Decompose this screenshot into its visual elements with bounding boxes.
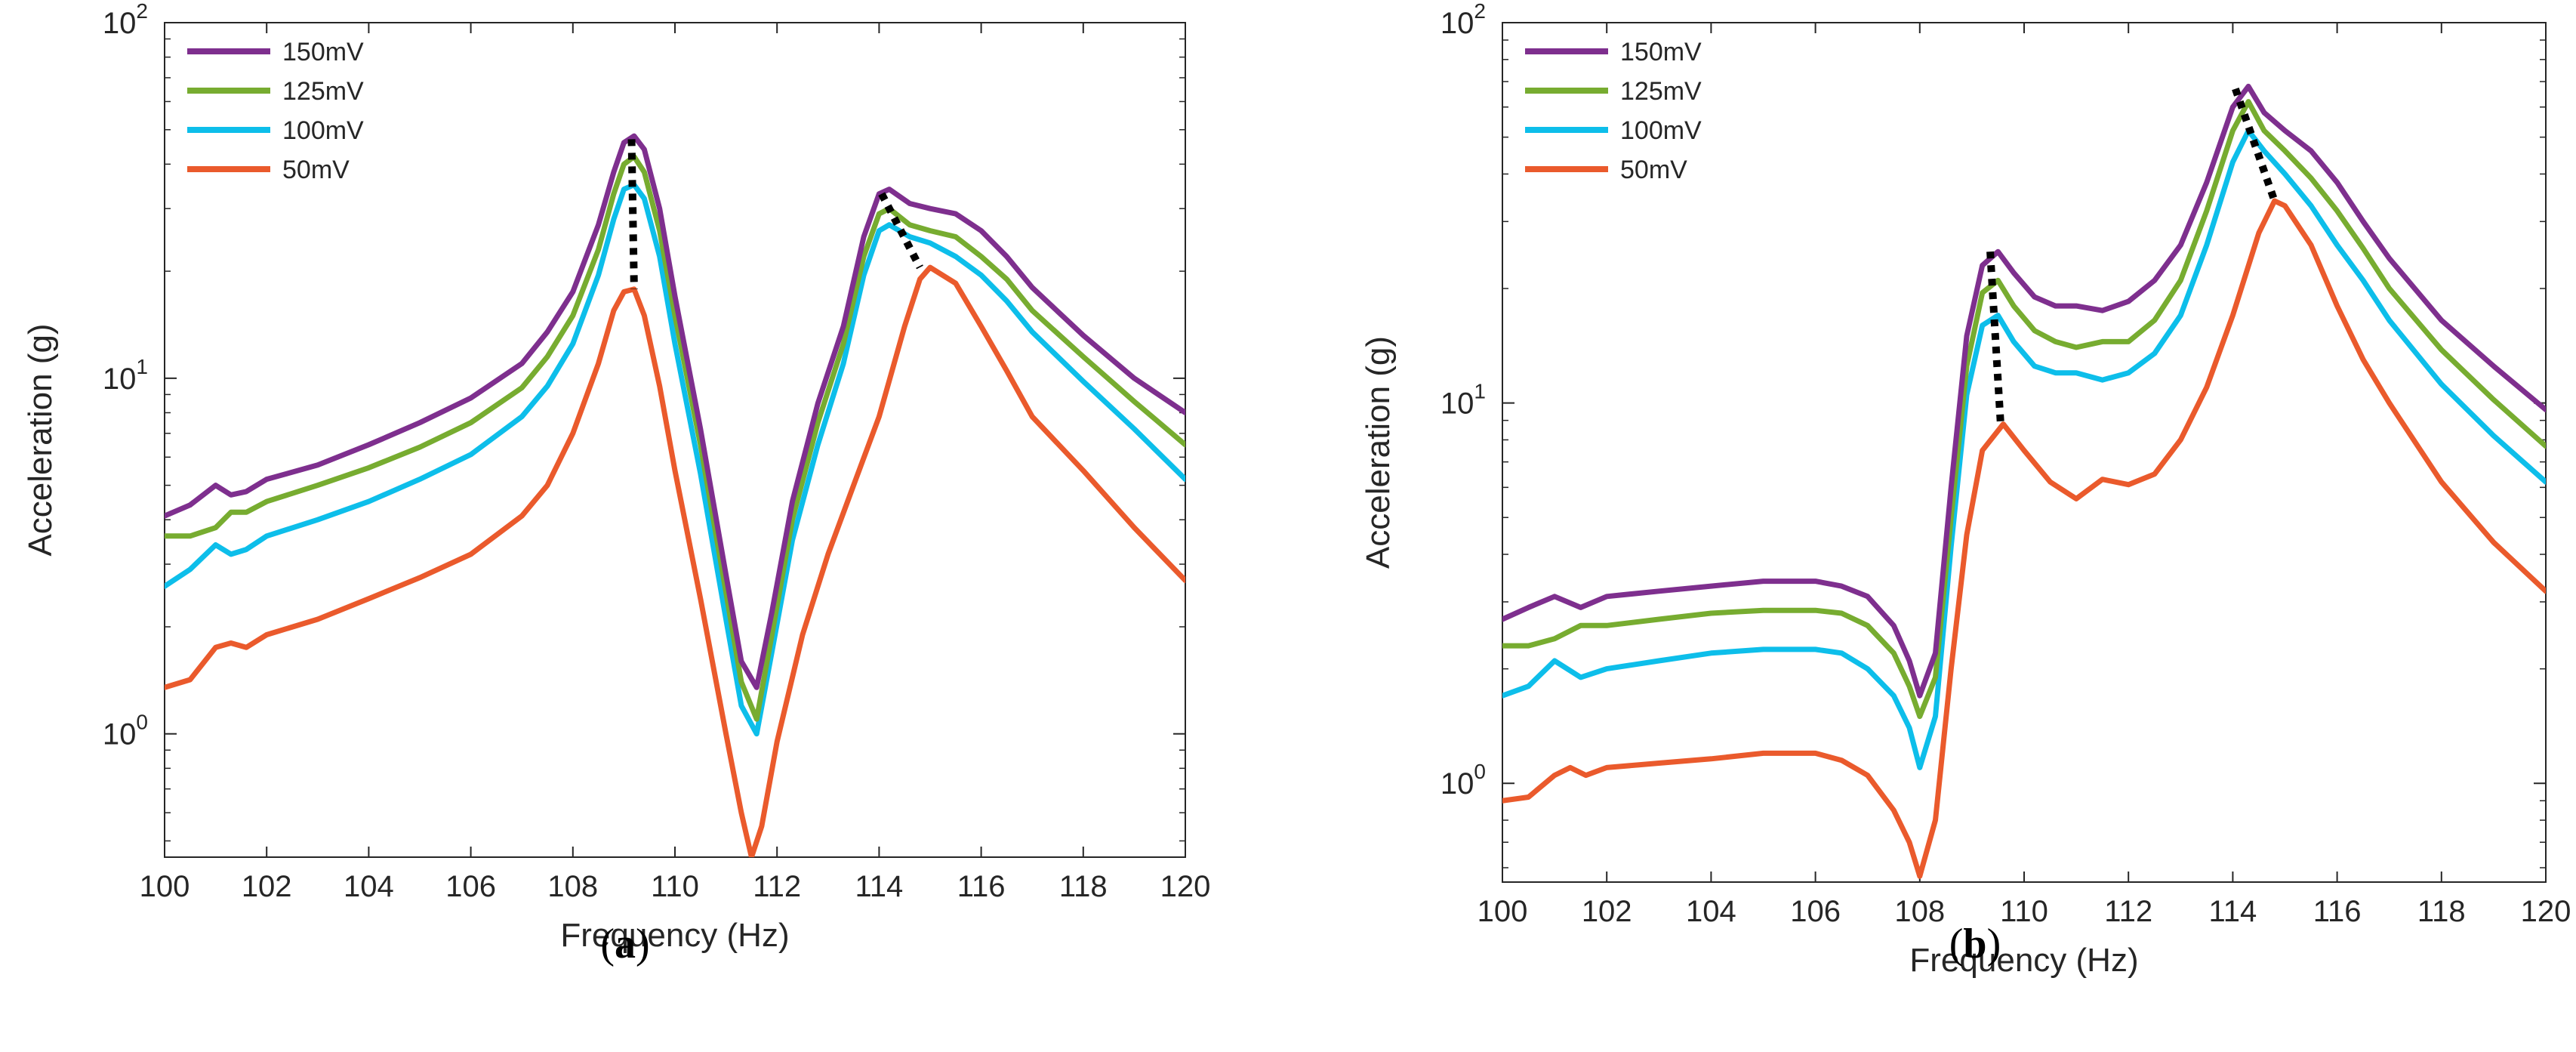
y-tick-label: 102: [1441, 0, 1486, 40]
panel-a: 100 102 104 106 108 110 112 114 116 118 1201001011…: [22, 0, 1210, 967]
y-tick-label: 101: [103, 355, 148, 396]
x-tick-label: 102: [242, 870, 292, 903]
y-tick-base: 10: [1441, 767, 1474, 801]
y-tick-base: 10: [103, 7, 137, 40]
y-tick-exp: 2: [1474, 0, 1486, 23]
y-axis-label: Acceleration (g): [1360, 336, 1397, 569]
caption-close: ): [1987, 921, 2001, 967]
x-tick-label: 116: [2313, 895, 2362, 928]
series-line-100mV: [1502, 128, 2546, 770]
legend-label: 125mV: [282, 77, 364, 106]
panel-b: 100 102 104 106 108 110 112 114 116 118 1201001011…: [1360, 0, 2571, 979]
x-tick-label: 108: [547, 870, 598, 903]
y-tick-exp: 2: [136, 0, 148, 23]
series-line-100mV: [165, 182, 1185, 737]
series-line-125mV: [1502, 99, 2546, 720]
x-axis-label: Frequency (Hz): [1909, 942, 2138, 979]
y-tick-label: 100: [1441, 760, 1486, 801]
caption-open: (: [1949, 921, 1964, 967]
plot-area: [164, 22, 1186, 858]
x-tick-label: 112: [2104, 895, 2152, 928]
legend-label: 50mV: [1620, 156, 1687, 184]
x-axis-label: Frequency (Hz): [560, 917, 789, 954]
caption-close: ): [636, 921, 650, 967]
legend-label: 100mV: [1620, 116, 1702, 145]
x-tick-label: 120: [1160, 870, 1211, 903]
x-tick-label: 102: [1582, 895, 1632, 928]
caption-open: (: [600, 921, 615, 967]
y-tick-base: 10: [1441, 387, 1474, 421]
x-tick-label: 114: [855, 870, 904, 903]
y-tick-base: 10: [1441, 7, 1474, 40]
caption-letter: a: [615, 921, 636, 967]
peak-shift-dotted-line: [878, 192, 923, 270]
caption-letter: b: [1963, 921, 1986, 967]
y-tick-label: 100: [103, 711, 148, 751]
y-tick-exp: 0: [1474, 760, 1486, 783]
legend-label: 50mV: [282, 156, 350, 184]
panel-caption: (b): [1949, 921, 2001, 967]
y-tick-exp: 0: [136, 711, 148, 734]
legend-label: 100mV: [282, 116, 364, 145]
x-tick-label: 100: [140, 870, 190, 903]
legend-label: 150mV: [282, 38, 364, 66]
y-tick-exp: 1: [1474, 380, 1486, 403]
x-tick-label: 104: [1686, 895, 1736, 928]
series-line-150mV: [1502, 83, 2546, 699]
x-tick-label: 106: [1790, 895, 1841, 928]
x-tick-label: 118: [1059, 870, 1108, 903]
peak-shift-dotted-line: [1986, 251, 2004, 424]
x-tick-label: 106: [445, 870, 496, 903]
peak-shift-dotted-line: [627, 139, 638, 290]
peak-shift-dotted-line: [2232, 87, 2279, 202]
x-tick-label: 120: [2521, 895, 2571, 928]
y-tick-exp: 1: [136, 355, 148, 378]
series-group: [1502, 83, 2546, 879]
legend-label: 125mV: [1620, 77, 1702, 106]
series-line-50mV: [165, 264, 1185, 857]
panel-caption: (a): [600, 921, 649, 967]
x-tick-label: 118: [2417, 895, 2466, 928]
y-axis-label: Acceleration (g): [22, 323, 59, 556]
series-group: [165, 133, 1185, 857]
x-tick-label: 112: [753, 870, 801, 903]
x-tick-label: 104: [344, 870, 394, 903]
series-line-150mV: [165, 133, 1185, 690]
y-tick-base: 10: [103, 362, 137, 396]
series-line-50mV: [1502, 198, 2546, 879]
x-tick-label: 100: [1478, 895, 1528, 928]
y-tick-label: 101: [1441, 380, 1486, 421]
x-tick-label: 116: [957, 870, 1006, 903]
y-tick-label: 102: [103, 0, 148, 40]
x-tick-label: 114: [2209, 895, 2257, 928]
x-tick-label: 108: [1894, 895, 1945, 928]
x-tick-label: 110: [651, 870, 699, 903]
x-tick-label: 110: [2000, 895, 2048, 928]
legend-label: 150mV: [1620, 38, 1702, 66]
series-line-125mV: [165, 153, 1185, 722]
y-tick-base: 10: [103, 718, 137, 751]
